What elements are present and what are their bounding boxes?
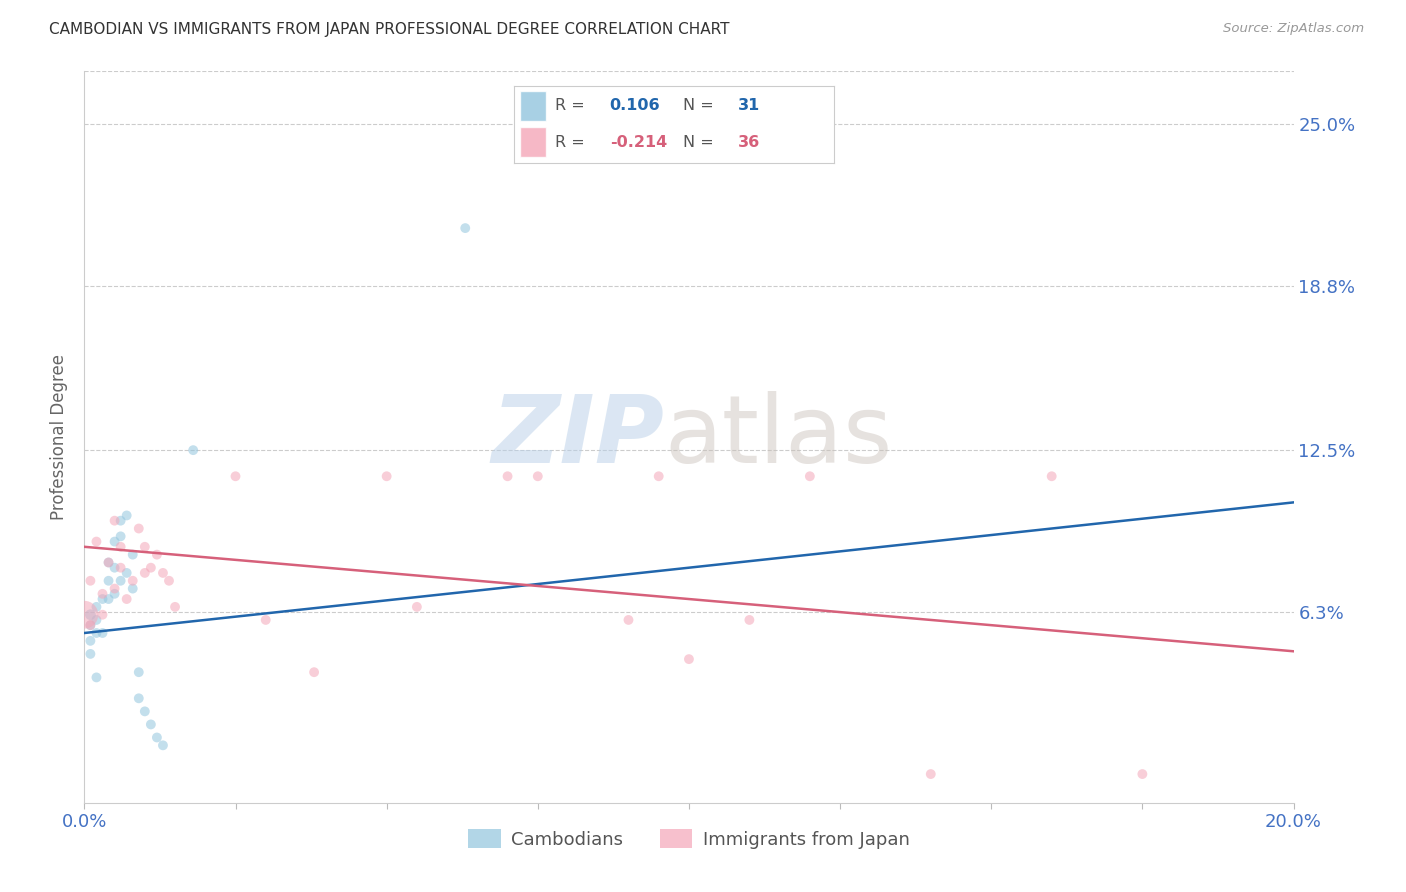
- Point: [225, 469, 247, 483]
- Point: [115, 566, 138, 580]
- Point: [121, 574, 143, 588]
- Point: [104, 582, 127, 596]
- Point: [91, 626, 114, 640]
- Point: [110, 540, 132, 554]
- Point: [97, 556, 120, 570]
- Point: [79, 633, 101, 648]
- Point: [110, 574, 132, 588]
- Point: [254, 613, 277, 627]
- Text: atlas: atlas: [665, 391, 893, 483]
- Point: [86, 534, 108, 549]
- Point: [91, 592, 114, 607]
- Point: [134, 705, 156, 719]
- Text: Source: ZipAtlas.com: Source: ZipAtlas.com: [1223, 22, 1364, 36]
- Point: [920, 767, 942, 781]
- Point: [678, 652, 700, 666]
- Point: [134, 566, 156, 580]
- Point: [648, 469, 671, 483]
- Point: [128, 665, 150, 680]
- Point: [139, 560, 162, 574]
- Point: [454, 221, 477, 235]
- Point: [527, 469, 550, 483]
- Point: [91, 587, 114, 601]
- Point: [146, 731, 169, 745]
- Point: [157, 574, 180, 588]
- Point: [110, 560, 132, 574]
- Point: [97, 574, 120, 588]
- Point: [181, 443, 204, 458]
- Point: [134, 540, 156, 554]
- Point: [86, 670, 108, 684]
- Point: [1130, 767, 1153, 781]
- Point: [110, 529, 132, 543]
- Point: [104, 560, 127, 574]
- Legend: Cambodians, Immigrants from Japan: Cambodians, Immigrants from Japan: [461, 822, 917, 856]
- Point: [121, 548, 143, 562]
- Point: [799, 469, 821, 483]
- Point: [104, 587, 127, 601]
- Point: [115, 592, 138, 607]
- Point: [86, 626, 108, 640]
- Point: [91, 607, 114, 622]
- Point: [79, 607, 101, 622]
- Point: [152, 739, 174, 753]
- Point: [128, 691, 150, 706]
- Point: [146, 548, 169, 562]
- Point: [104, 534, 127, 549]
- Point: [110, 514, 132, 528]
- Point: [165, 599, 187, 614]
- Point: [139, 717, 162, 731]
- Point: [79, 618, 101, 632]
- Point: [375, 469, 398, 483]
- Point: [121, 582, 143, 596]
- Point: [128, 521, 150, 535]
- Point: [79, 647, 101, 661]
- Text: CAMBODIAN VS IMMIGRANTS FROM JAPAN PROFESSIONAL DEGREE CORRELATION CHART: CAMBODIAN VS IMMIGRANTS FROM JAPAN PROFE…: [49, 22, 730, 37]
- Point: [79, 574, 101, 588]
- Point: [302, 665, 325, 680]
- Point: [115, 508, 138, 523]
- Point: [86, 599, 108, 614]
- Point: [97, 556, 120, 570]
- Point: [79, 618, 101, 632]
- Point: [406, 599, 429, 614]
- Point: [496, 469, 519, 483]
- Point: [617, 613, 640, 627]
- Point: [104, 514, 127, 528]
- Point: [1040, 469, 1063, 483]
- Y-axis label: Professional Degree: Professional Degree: [51, 354, 69, 520]
- Point: [738, 613, 761, 627]
- Point: [152, 566, 174, 580]
- Point: [86, 613, 108, 627]
- Point: [97, 592, 120, 607]
- Point: [73, 607, 96, 622]
- Text: ZIP: ZIP: [492, 391, 665, 483]
